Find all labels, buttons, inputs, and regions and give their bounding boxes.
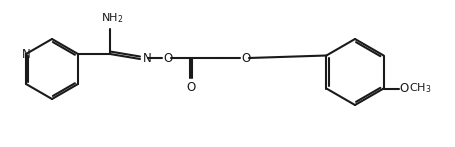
Text: CH$_3$: CH$_3$ xyxy=(408,82,430,95)
Text: O: O xyxy=(399,82,408,95)
Text: O: O xyxy=(240,51,250,65)
Text: N: N xyxy=(21,47,30,61)
Text: NH$_2$: NH$_2$ xyxy=(101,11,123,25)
Text: O: O xyxy=(186,81,195,94)
Text: N: N xyxy=(143,51,152,65)
Text: O: O xyxy=(162,51,172,65)
